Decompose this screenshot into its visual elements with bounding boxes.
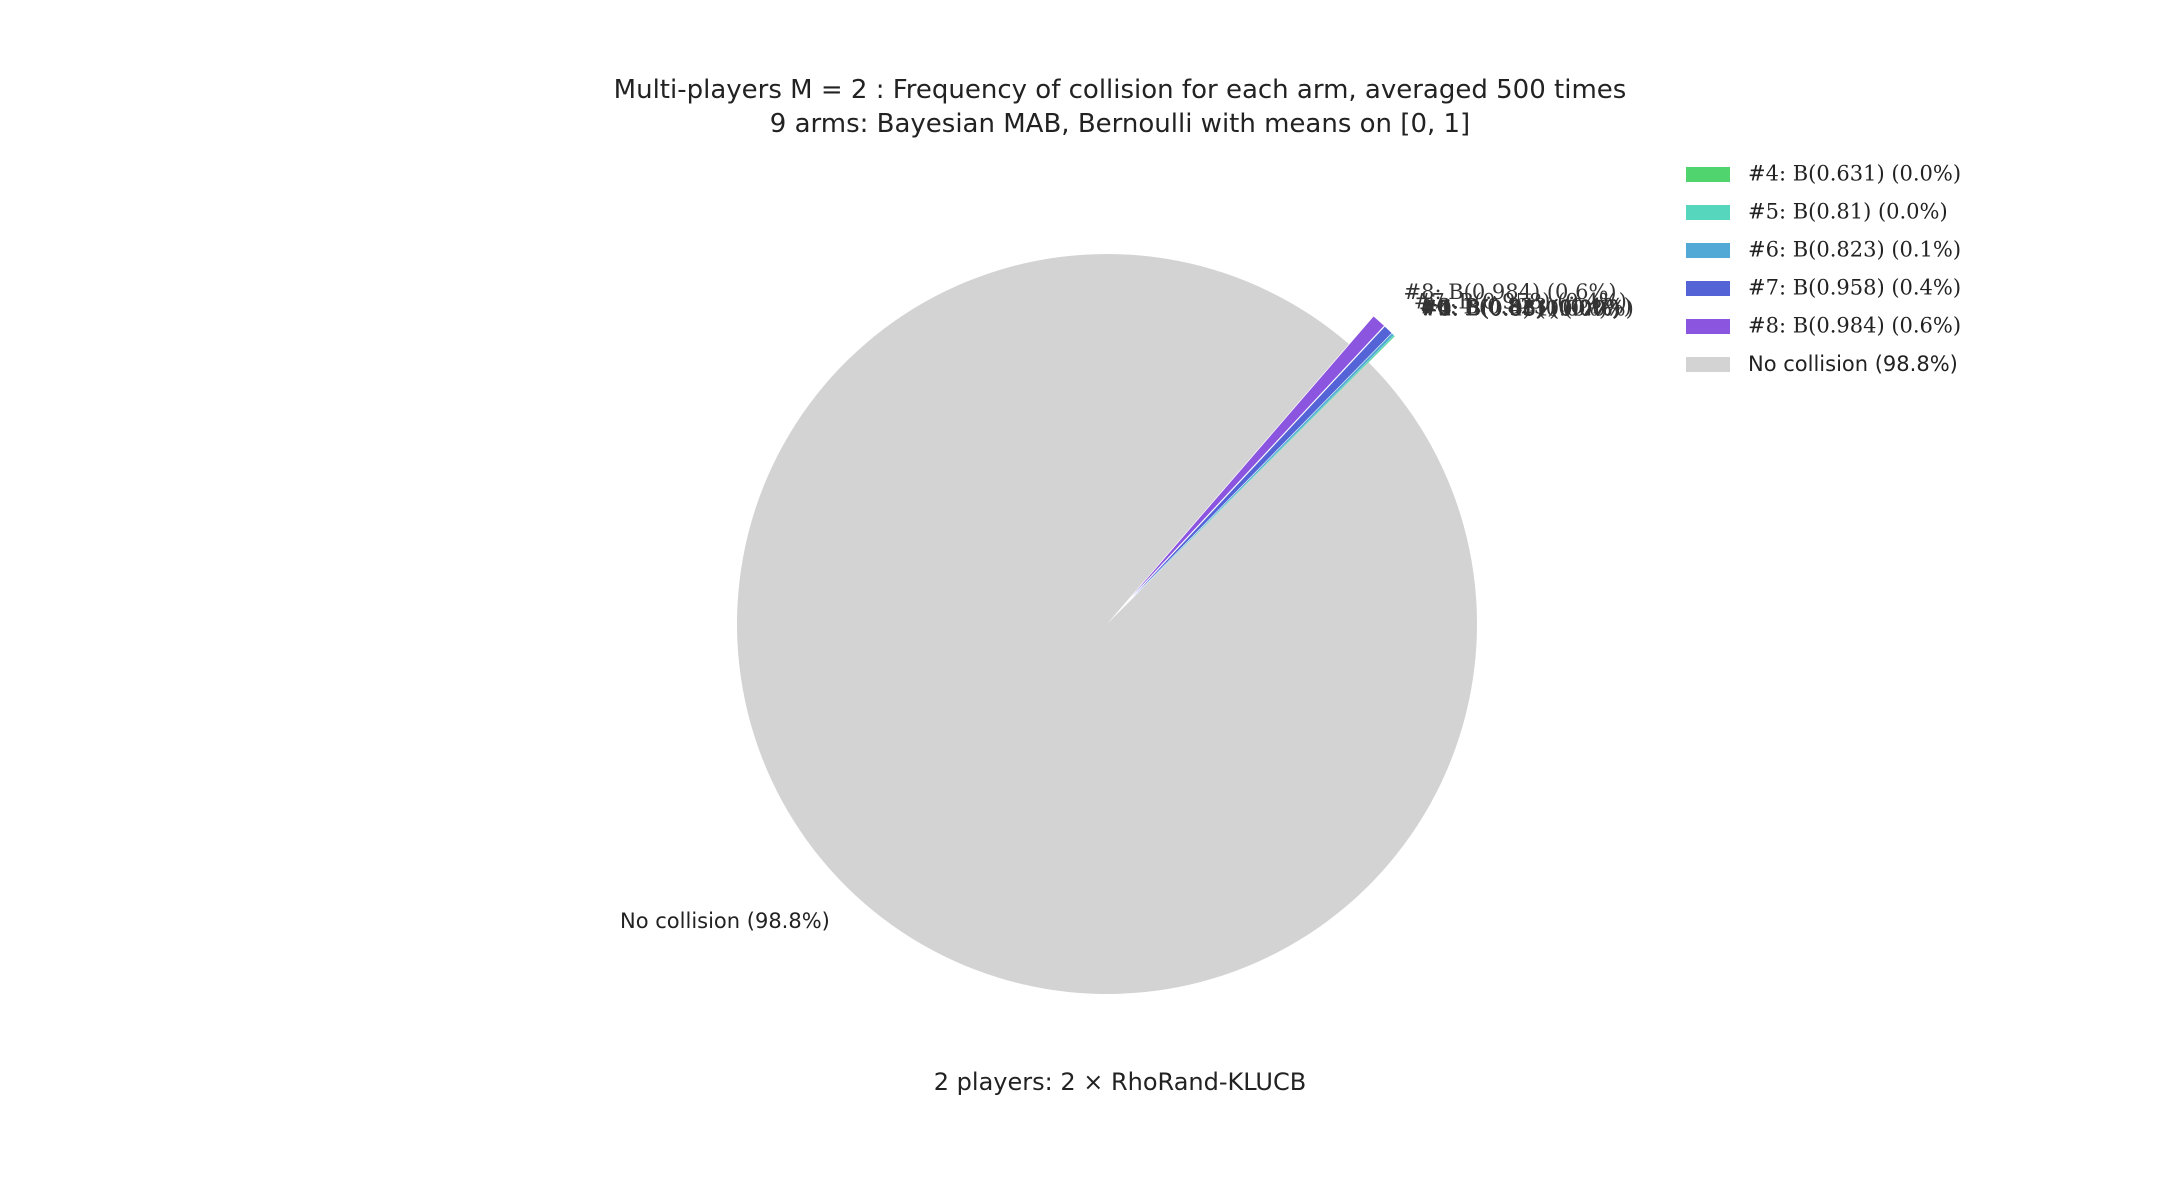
pie-slices — [736, 253, 1477, 994]
legend-swatch-7 — [1686, 281, 1730, 296]
chart-title-line-2: 9 arms: Bayesian MAB, Bernoulli with mea… — [770, 109, 1470, 139]
pie-slice-label-6: #6: B(0.823) (0.1%) — [1419, 294, 1632, 318]
legend-entry-6: #6: B(0.823) (0.1%) — [1748, 238, 1961, 262]
legend-swatch-8 — [1686, 319, 1730, 334]
legend-entry-8: #8: B(0.984) (0.6%) — [1748, 314, 1961, 338]
pie-slice-label-4: #4: B(0.631) (0.0%) — [1421, 296, 1634, 320]
x-axis-label: 2 players: 2 × RhoRand-KLUCB — [934, 1068, 1306, 1096]
legend-entry-9: No collision (98.8%) — [1748, 352, 1958, 376]
legend-swatch-5 — [1686, 205, 1730, 220]
legend-entry-4: #4: B(0.631) (0.0%) — [1748, 162, 1961, 186]
pie-slice-9 — [736, 253, 1477, 994]
pie-slice-label-2: #2: B(0.36) (0.0%) — [1421, 297, 1621, 321]
pie-slice-label-0: #0: B(0.0) (0.0%) — [1421, 297, 1607, 321]
chart-title: Multi-players M = 2 : Frequency of colli… — [614, 75, 1627, 139]
legend-swatch-9 — [1686, 357, 1730, 372]
pie-slice-6 — [1132, 333, 1394, 598]
legend-entry-5: #5: B(0.81) (0.0%) — [1748, 200, 1948, 224]
pie-slice-label-9: No collision (98.8%) — [620, 909, 830, 933]
pie-slice-4 — [1133, 335, 1395, 598]
pie-slice-7 — [1132, 326, 1392, 598]
pie-slice-label-5: #5: B(0.81) (0.0%) — [1420, 296, 1620, 320]
pie-slice-label-1: #1: B(0.05) (0.0%) — [1421, 297, 1621, 321]
legend-swatch-6 — [1686, 243, 1730, 258]
pie-slice-5 — [1133, 335, 1395, 598]
pie-slice-8 — [1131, 316, 1384, 597]
pie-slice-label-3: #3: B(0.43) (0.0%) — [1421, 297, 1621, 321]
pie-slice-label-7: #7: B(0.958) (0.4%) — [1414, 290, 1627, 314]
pie-slice-labels: #0: B(0.0) (0.0%)#1: B(0.05) (0.0%)#2: B… — [620, 280, 1634, 933]
pie-slice-label-8: #8: B(0.984) (0.6%) — [1404, 280, 1617, 304]
legend-entry-7: #7: B(0.958) (0.4%) — [1748, 276, 1961, 300]
legend-swatch-4 — [1686, 167, 1730, 182]
chart-legend: #4: B(0.631) (0.0%) #5: B(0.81) (0.0%) #6:… — [1686, 162, 1961, 376]
chart-title-line-1: Multi-players M = 2 : Frequency of colli… — [614, 75, 1627, 105]
